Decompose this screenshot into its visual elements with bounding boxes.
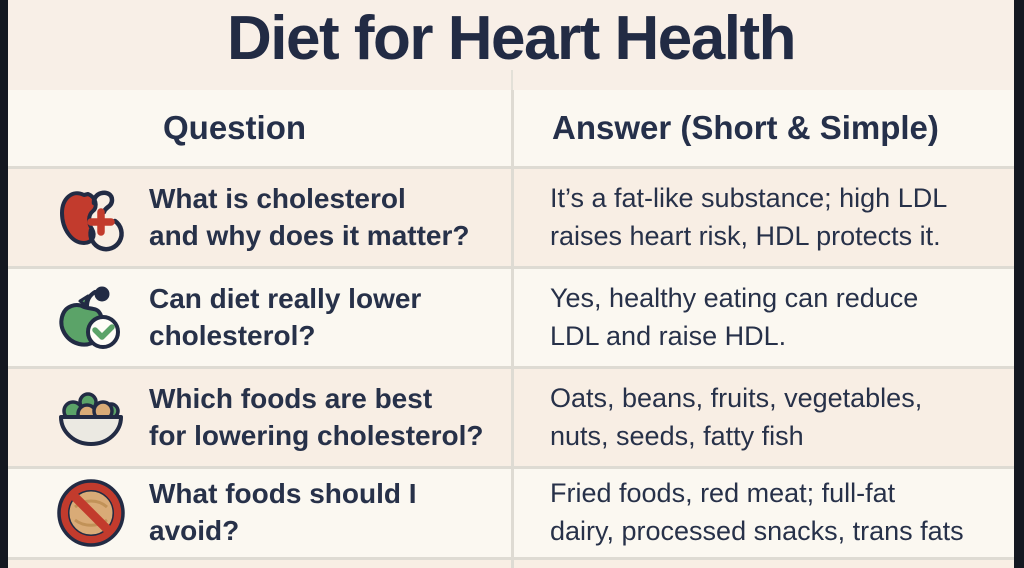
table-row-3-question-cell: Which foods are best for lowering choles… xyxy=(8,369,511,466)
question-column-header: Question xyxy=(163,109,307,146)
apple-checkmark-icon xyxy=(53,280,129,356)
page-title: Diet for Heart Health xyxy=(227,3,796,73)
next-row-sliver-answer xyxy=(514,560,1014,568)
title-band: Diet for Heart Health xyxy=(8,0,1014,90)
table-row-4-answer-cell: Fried foods, red meat; full-fat dairy, p… xyxy=(514,469,1014,557)
answer-column-header: Answer (Short & Simple) xyxy=(552,109,939,146)
next-row-sliver-question xyxy=(8,560,511,568)
question-text: What is cholesterol and why does it matt… xyxy=(149,182,470,251)
column-divider-stub xyxy=(511,70,513,90)
faq-table: Question Answer (Short & Simple) What is… xyxy=(8,90,1014,568)
cholesterol-organ-plus-icon xyxy=(53,180,129,256)
infographic-page: Diet for Heart Health Question Answer (S… xyxy=(8,0,1014,568)
question-text: What foods should I avoid? xyxy=(149,478,417,546)
answer-text: It’s a fat-like substance; high LDL rais… xyxy=(550,182,948,251)
table-row-1-question-cell: What is cholesterol and why does it matt… xyxy=(8,169,511,266)
table-row-2-answer-cell: Yes, healthy eating can reduce LDL and r… xyxy=(514,269,1014,366)
left-letterbox-bar xyxy=(0,0,8,568)
no-food-prohibited-icon xyxy=(53,475,129,551)
answer-text: Fried foods, red meat; full-fat dairy, p… xyxy=(550,478,964,546)
right-letterbox-bar xyxy=(1014,0,1024,568)
table-row-3-answer-cell: Oats, beans, fruits, vegetables, nuts, s… xyxy=(514,369,1014,466)
question-text: Can diet really lower cholesterol? xyxy=(149,282,422,351)
table-row-2-question-cell: Can diet really lower cholesterol? xyxy=(8,269,511,366)
table-row-1-answer-cell: It’s a fat-like substance; high LDL rais… xyxy=(514,169,1014,266)
food-bowl-icon xyxy=(53,380,129,456)
table-row-4-question-cell: What foods should I avoid? xyxy=(8,469,511,557)
header-cell-question: Question xyxy=(8,90,511,166)
answer-text: Yes, healthy eating can reduce LDL and r… xyxy=(550,282,919,351)
question-text: Which foods are best for lowering choles… xyxy=(149,382,484,451)
answer-text: Oats, beans, fruits, vegetables, nuts, s… xyxy=(550,382,923,451)
header-cell-answer: Answer (Short & Simple) xyxy=(514,90,1014,166)
